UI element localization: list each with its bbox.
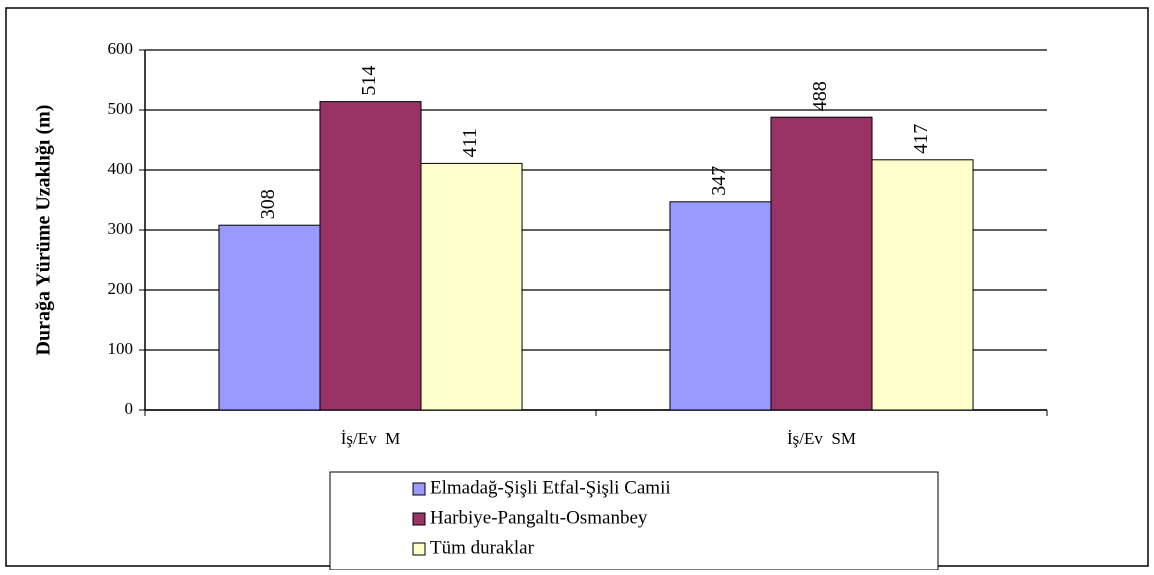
y-tick-label: 500 (108, 99, 134, 118)
x-tick-label: İş/Ev SM (787, 429, 856, 448)
y-tick-label: 300 (108, 219, 134, 238)
y-tick-label: 100 (108, 339, 134, 358)
bar (319, 101, 422, 411)
bar (420, 162, 523, 411)
y-tick-label: 400 (108, 159, 134, 178)
legend (329, 471, 939, 571)
data-label: 488 (809, 81, 831, 111)
data-label: 514 (358, 66, 380, 96)
y-tick-label: 600 (108, 39, 134, 58)
legend-label: Harbiye-Pangaltı-Osmanbey (430, 507, 648, 528)
legend-swatch (412, 542, 426, 556)
y-axis-label: Durağa Yürüme Uzaklığı (m) (33, 105, 55, 356)
x-tick-label: İş/Ev M (341, 429, 401, 448)
legend-label: Elmadağ-Şişli Etfal-Şişli Camii (430, 477, 671, 498)
y-tick-label: 0 (125, 399, 134, 418)
bar (770, 116, 873, 411)
legend-swatch (412, 512, 426, 526)
data-label: 417 (910, 124, 932, 154)
bar (871, 159, 974, 411)
legend-label: Tüm duraklar (430, 537, 535, 558)
bar (669, 201, 772, 411)
data-label: 411 (459, 128, 481, 157)
bar (218, 224, 321, 411)
data-label: 347 (708, 166, 730, 196)
legend-swatch (412, 482, 426, 496)
y-tick-label: 200 (108, 279, 134, 298)
data-label: 308 (257, 189, 279, 219)
